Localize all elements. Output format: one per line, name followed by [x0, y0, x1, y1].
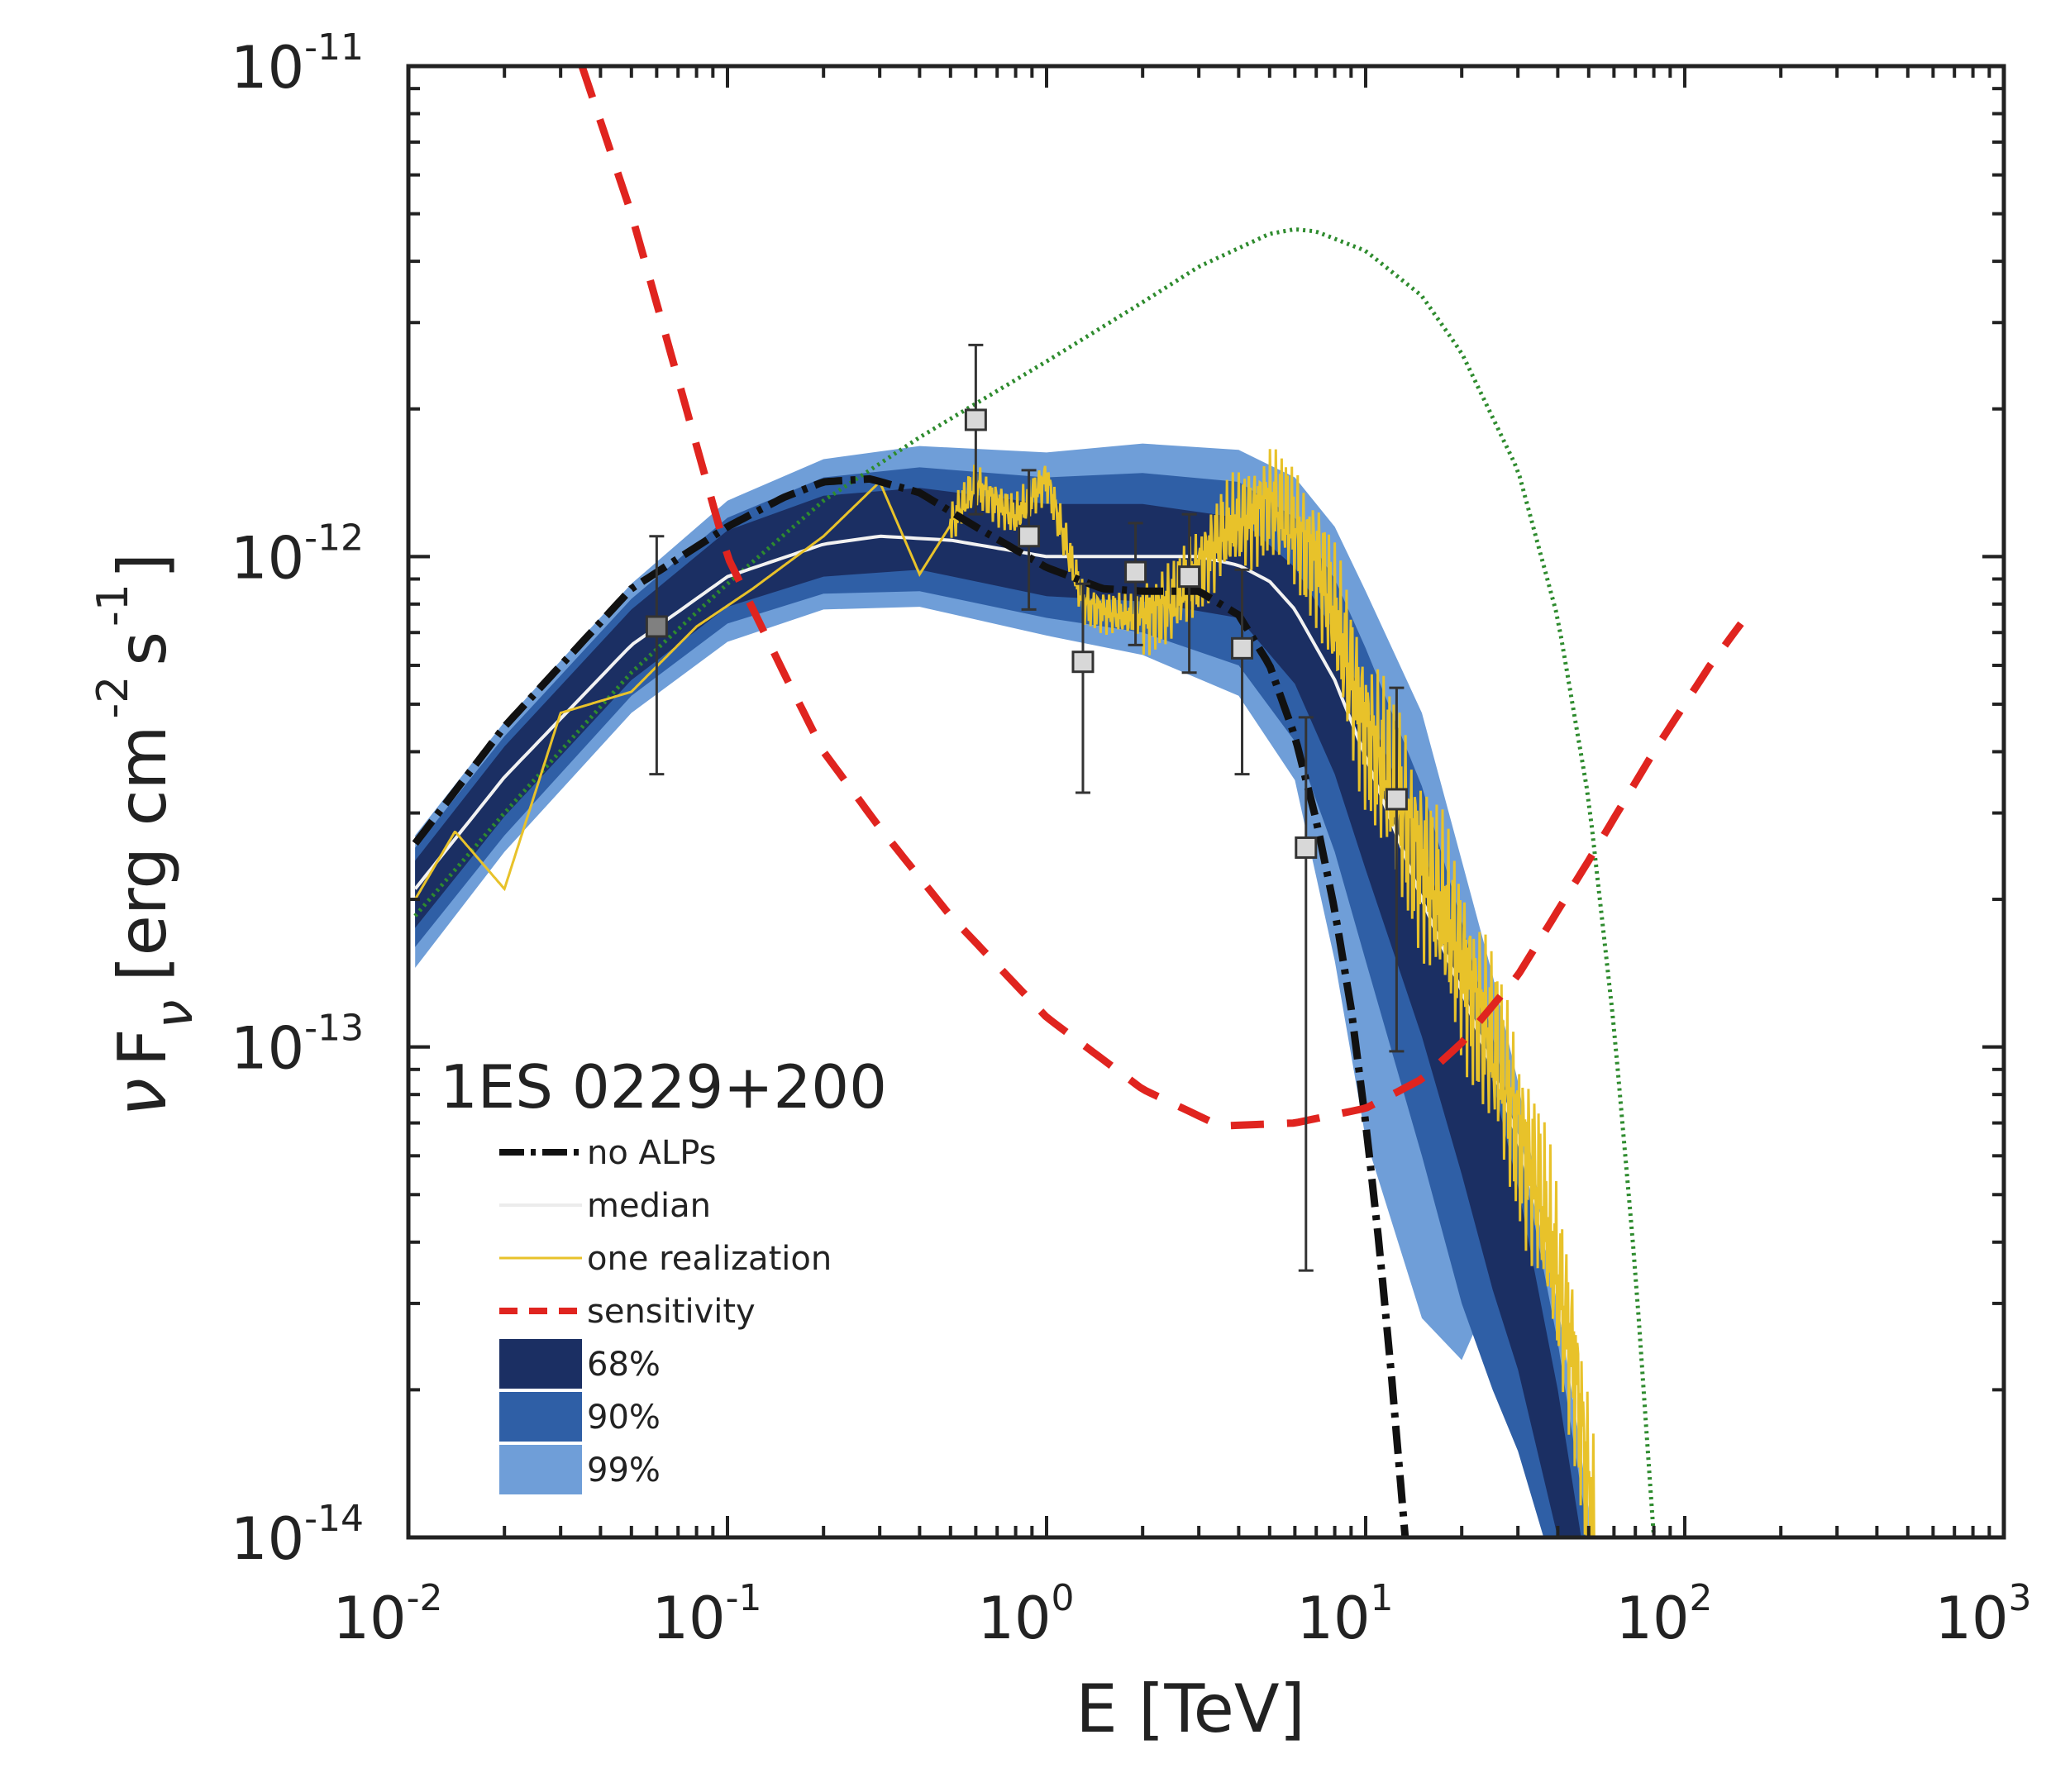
plot-area [412, 66, 1744, 1537]
y-axis-nu-sub: ν [144, 1000, 204, 1029]
y-tick-exponent: -13 [304, 1008, 364, 1050]
legend-label: sensitivity [587, 1293, 756, 1331]
legend-label: 68% [587, 1346, 661, 1384]
y-tick-base: 10 [231, 524, 304, 592]
x-tick-exponent: -1 [726, 1577, 762, 1619]
x-tick-exponent: 1 [1371, 1577, 1394, 1619]
legend-swatch [499, 1339, 582, 1389]
legend-item: sensitivity [499, 1293, 756, 1331]
x-tick-base: 10 [1615, 1585, 1689, 1652]
y-tick-exponent: -12 [304, 517, 364, 559]
legend-swatch [499, 1392, 582, 1442]
axis-ticks [407, 64, 2006, 1539]
legend-label: one realization [587, 1240, 832, 1278]
y-tick-label: 10-14 [231, 1498, 364, 1573]
legend-item: one realization [499, 1240, 832, 1278]
y-axis-close: ] [104, 553, 181, 579]
data-point [1124, 522, 1147, 646]
x-tick-base: 10 [1296, 1585, 1370, 1652]
legend-item: 68% [499, 1339, 661, 1389]
x-tick-label: 100 [977, 1577, 1074, 1652]
confidence-bands [415, 443, 1589, 1537]
x-tick-label: 10-2 [333, 1577, 443, 1652]
x-tick-base: 10 [977, 1585, 1051, 1652]
y-axis-exp2: -1 [88, 584, 138, 627]
x-axis-title: E [TeV] [1076, 1670, 1305, 1747]
x-tick-exponent: -2 [407, 1577, 443, 1619]
plot-frame [406, 64, 2006, 1540]
y-tick-exponent: -11 [304, 26, 364, 69]
data-point-marker [964, 408, 987, 431]
y-tick-exponent: -14 [304, 1498, 364, 1540]
legend-label: median [587, 1187, 711, 1225]
legend-swatch [499, 1445, 582, 1494]
y-tick-base: 10 [231, 34, 304, 102]
band-90 [415, 467, 1589, 1537]
data-point-marker [1124, 560, 1147, 584]
x-tick-label: 102 [1615, 1577, 1712, 1652]
y-tick-label: 10-12 [231, 517, 364, 592]
legend-label: 90% [587, 1399, 661, 1437]
y-axis-f: F [104, 1028, 181, 1066]
data-point-marker [1071, 651, 1095, 674]
data-point [1178, 512, 1201, 674]
data-point-marker [645, 615, 668, 638]
y-axis-nu: ν [101, 1078, 182, 1117]
data-point-marker [1385, 788, 1408, 811]
x-tick-base: 10 [1934, 1585, 2008, 1652]
data-point [1018, 469, 1041, 611]
x-tick-exponent: 2 [1690, 1577, 1713, 1619]
x-tick-label: 103 [1934, 1577, 2031, 1652]
sensitivity-line [578, 66, 1744, 1130]
y-axis-s: s [104, 631, 181, 666]
data-point-marker [1295, 836, 1318, 859]
data-point-marker [1018, 525, 1041, 548]
legend-item: 90% [499, 1392, 661, 1442]
data-point-marker [1178, 565, 1201, 589]
y-tick-label: 10-13 [231, 1008, 364, 1083]
series-lines [412, 66, 1744, 1537]
data-points [645, 343, 1408, 1272]
x-tick-base: 10 [333, 1585, 407, 1652]
intrinsic-spectrum-line [413, 227, 1657, 1537]
legend: no ALPs median one realization sensitivity 6… [499, 1134, 832, 1494]
legend-label: no ALPs [587, 1134, 716, 1172]
legend-label: 99% [587, 1451, 661, 1489]
y-axis-title: νFν [erg cm -2 s -1] [88, 553, 204, 1117]
legend-item: median [499, 1187, 711, 1225]
data-point [1071, 582, 1095, 794]
data-point [964, 343, 987, 516]
y-tick-base: 10 [231, 1015, 304, 1083]
x-tick-exponent: 3 [2009, 1577, 2032, 1619]
data-point [645, 535, 668, 776]
y-tick-label: 10-11 [231, 26, 364, 102]
y-tick-base: 10 [231, 1505, 304, 1573]
legend-item: no ALPs [499, 1134, 716, 1172]
x-tick-base: 10 [652, 1585, 726, 1652]
no-alps-line [412, 474, 1409, 1537]
source-label: 1ES 0229+200 [440, 1052, 887, 1122]
data-point [1385, 686, 1408, 1053]
x-tick-label: 10-1 [652, 1577, 762, 1652]
data-point [1231, 568, 1254, 776]
y-axis-unit: [erg cm [104, 726, 181, 982]
y-axis-exp1: -2 [88, 676, 138, 719]
legend-item: 99% [499, 1445, 661, 1494]
data-point [1295, 716, 1318, 1272]
data-point-marker [1231, 636, 1254, 660]
x-tick-exponent: 0 [1052, 1577, 1075, 1619]
x-tick-label: 101 [1296, 1577, 1393, 1652]
